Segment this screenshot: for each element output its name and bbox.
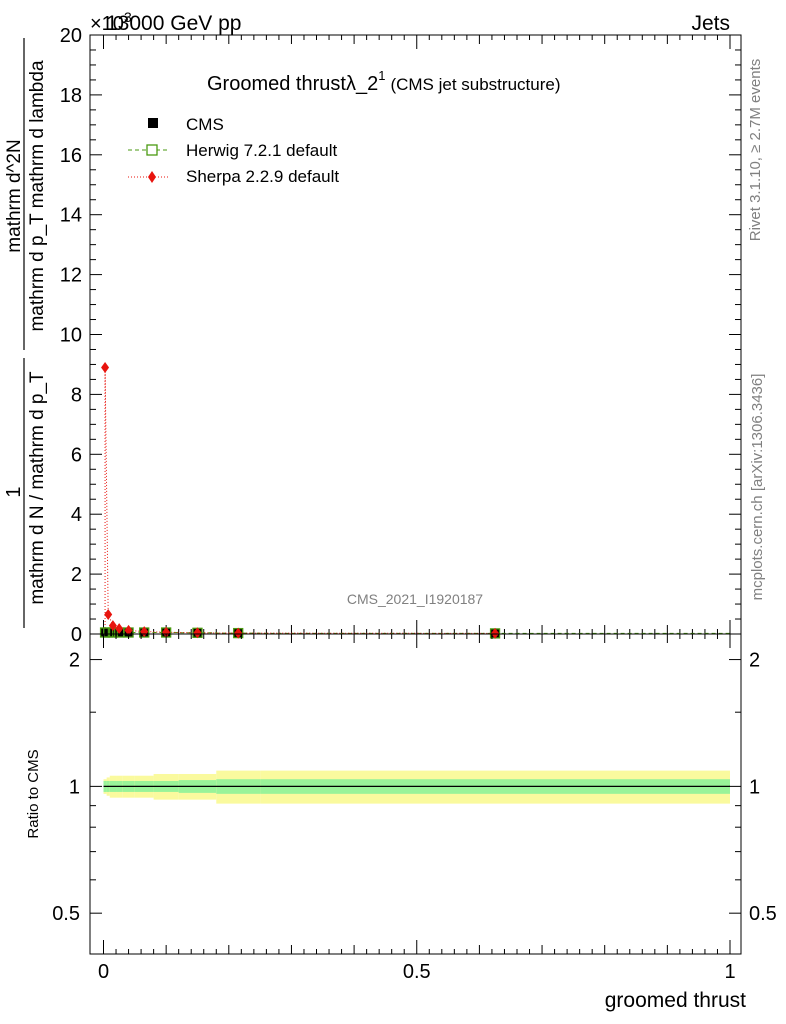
rivet-version-label: Rivet 3.1.10, ≥ 2.7M events <box>747 59 764 242</box>
sherpa-point <box>104 609 113 621</box>
ratio-uncertainty-bands <box>103 770 730 804</box>
y-tick-label: 20 <box>60 25 82 47</box>
ratio-y-tick-labels: 0.5 0.5 1 1 2 2 <box>52 650 777 926</box>
x-axis-label: groomed thrust <box>605 989 746 1012</box>
legend-marker-sherpa <box>148 171 156 183</box>
mcplots-credit-label: mcplots.cern.ch [arXiv:1306.3436] <box>749 374 766 601</box>
energy-label: 13000 GeV pp <box>106 12 241 35</box>
analysis-watermark: CMS_2021_I1920187 <box>347 591 483 607</box>
ratio-frame <box>89 633 742 955</box>
y-tick-label: 0 <box>71 624 82 646</box>
y-tick-label: 6 <box>71 444 82 466</box>
ratio-axis-ticks <box>90 634 741 955</box>
process-label: Jets <box>691 12 730 35</box>
ylabel-right-denominator: mathrm d p_T mathrm d lambda <box>27 60 48 331</box>
y-exponent-label: ×103 <box>90 9 132 35</box>
plot-title: Groomed thrustλ_21 (CMS jet substructure) <box>207 68 560 95</box>
sherpa-point <box>101 361 110 373</box>
ylabel-denominator: mathrm d N / mathrm d p_T <box>27 371 48 605</box>
legend: CMS Herwig 7.2.1 default Sherpa 2.2.9 de… <box>128 115 339 186</box>
sherpa-point <box>124 624 133 636</box>
ylabel-numerator: 1 <box>3 486 25 497</box>
sherpa-point <box>162 626 171 638</box>
legend-label-herwig: Herwig 7.2.1 default <box>186 141 337 160</box>
sherpa-point <box>234 627 243 639</box>
ratio-y-tick-label-right: 2 <box>749 650 760 672</box>
ratio-plot: 0.5 0.51 12 2 0 0.5 1 Ratio to CMS groomed th… <box>25 633 777 1012</box>
ratio-y-tick-label-right: 1 <box>749 776 760 798</box>
ratio-y-tick-label: 1 <box>69 776 80 798</box>
legend-item-cms: CMS <box>148 115 224 134</box>
legend-item-sherpa: Sherpa 2.2.9 default <box>128 167 339 186</box>
y-tick-label: 4 <box>71 504 82 526</box>
ratio-y-tick-label: 2 <box>69 650 80 672</box>
legend-marker-herwig <box>146 144 158 156</box>
legend-label-cms: CMS <box>186 115 224 134</box>
sherpa-line <box>104 367 496 634</box>
y-tick-label: 8 <box>71 384 82 406</box>
ylabel-right-numerator: mathrm d^2N <box>4 139 25 252</box>
ratio-y-axis-label: Ratio to CMS <box>25 749 42 838</box>
y-tick-label: 14 <box>60 205 82 227</box>
x-tick-label: 0.5 <box>403 961 431 983</box>
ratio-y-tick-label-right: 0.5 <box>749 903 777 925</box>
legend-label-sherpa: Sherpa 2.2.9 default <box>186 167 339 186</box>
y-tick-label: 16 <box>60 145 82 167</box>
legend-marker-cms <box>148 118 158 128</box>
legend-item-herwig: Herwig 7.2.1 default <box>128 141 337 160</box>
y-tick-label: 12 <box>60 265 82 287</box>
x-tick-label: 0 <box>98 961 109 983</box>
main-plot: 0 2 4 6 8 10 12 14 16 18 20 Groomed thrustλ_21 (CMS… <box>60 25 742 646</box>
y-tick-label: 10 <box>60 325 82 347</box>
sherpa-point <box>193 627 202 639</box>
y-tick-label: 2 <box>71 564 82 586</box>
main-y-axis-label: 1 mathrm d N / mathrm d p_T mathrm d^2N … <box>3 38 48 628</box>
sherpa-point <box>491 627 500 639</box>
main-y-tick-labels: 0 2 4 6 8 10 12 14 16 18 20 <box>60 25 82 646</box>
ratio-y-tick-label: 0.5 <box>52 903 80 925</box>
sherpa-point <box>108 620 117 632</box>
y-tick-label: 18 <box>60 85 82 107</box>
x-tick-labels: 0 0.5 1 <box>98 961 736 983</box>
sherpa-point <box>115 623 124 635</box>
x-tick-label: 1 <box>724 961 735 983</box>
